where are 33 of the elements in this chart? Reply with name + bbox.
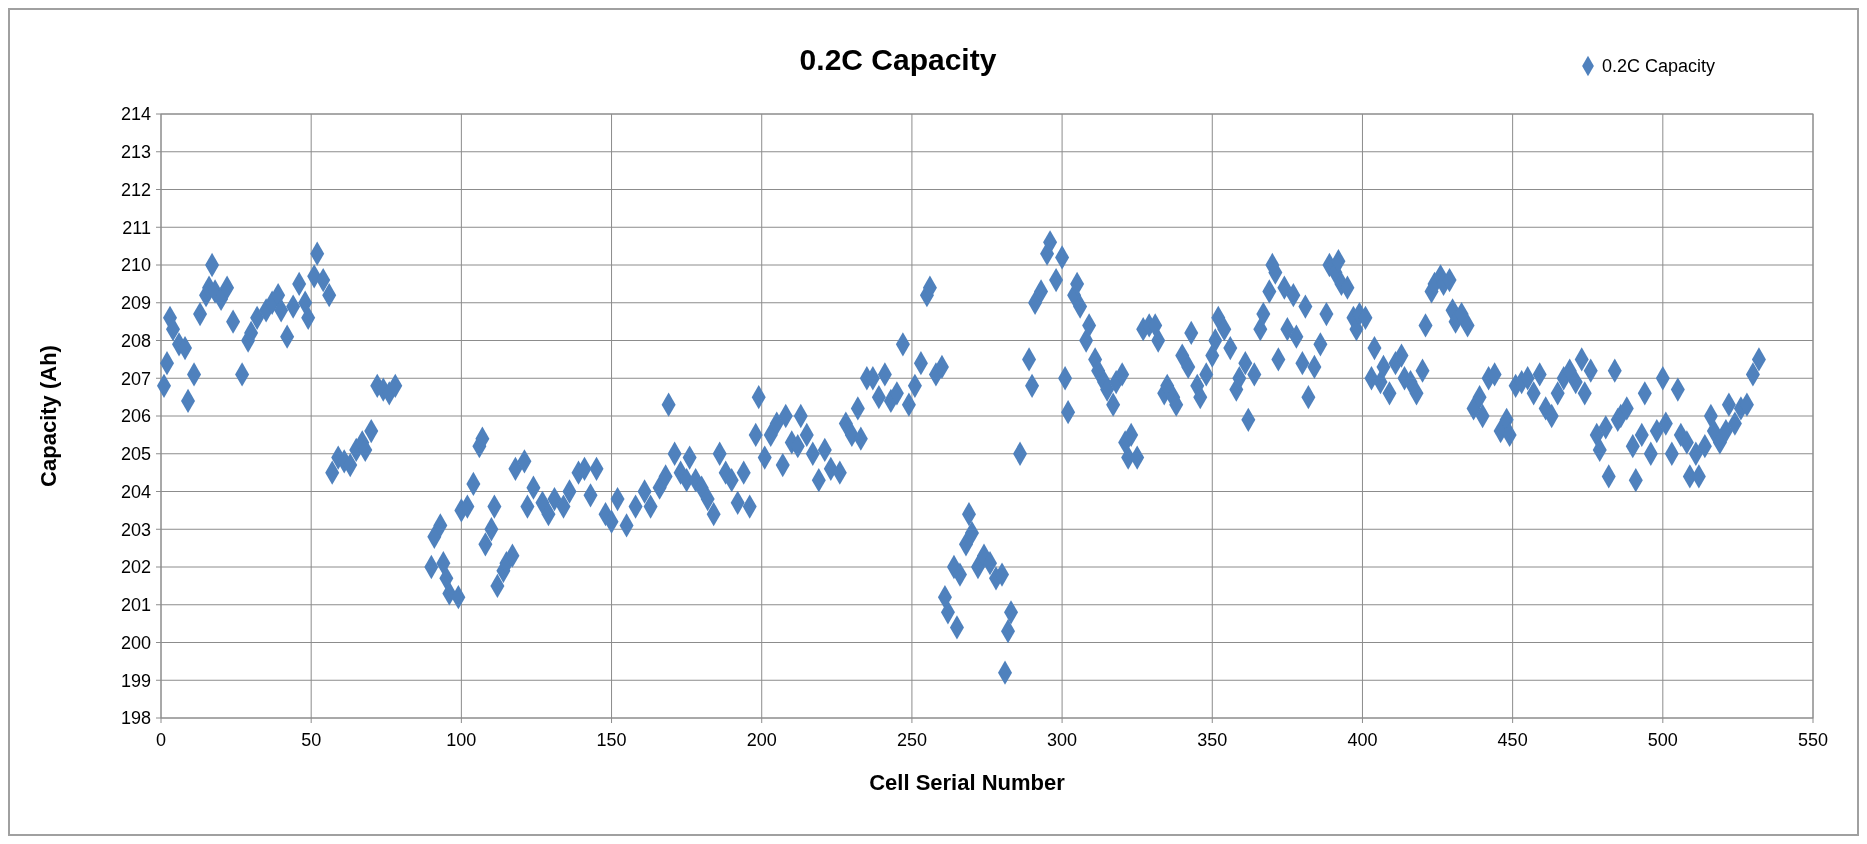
y-tick-label: 207	[120, 368, 151, 389]
y-tick-label: 210	[120, 255, 151, 276]
y-tick-label: 206	[120, 406, 151, 427]
y-tick-label: 204	[120, 481, 151, 502]
x-axis-title: Cell Serial Number	[869, 770, 1066, 795]
x-tick-label: 350	[1197, 730, 1228, 750]
x-tick-label: 500	[1647, 730, 1678, 750]
y-tick-label: 211	[122, 217, 151, 238]
x-tick-label: 250	[896, 730, 927, 750]
y-tick-label: 209	[120, 293, 151, 314]
x-tick-label: 300	[1047, 730, 1078, 750]
x-tick-label: 150	[596, 730, 627, 750]
x-tick-label: 50	[301, 730, 322, 750]
x-tick-label: 450	[1497, 730, 1528, 750]
y-tick-label: 213	[120, 142, 151, 163]
y-tick-label: 199	[120, 670, 151, 691]
y-tick-label: 198	[120, 708, 151, 729]
y-tick-label: 200	[120, 632, 151, 653]
x-tick-label: 200	[746, 730, 777, 750]
chart-title: 0.2C Capacity	[799, 43, 997, 76]
legend-label: 0.2C Capacity	[1602, 56, 1716, 77]
x-tick-label: 400	[1347, 730, 1378, 750]
y-tick-label: 205	[120, 444, 151, 465]
y-tick-label: 212	[120, 179, 151, 200]
y-tick-label: 201	[120, 595, 151, 616]
y-axis-title: Capacity (Ah)	[36, 345, 61, 487]
x-tick-label: 100	[446, 730, 477, 750]
x-tick-label: 0	[155, 730, 167, 750]
y-tick-label: 208	[120, 330, 151, 351]
y-tick-label: 202	[120, 557, 151, 578]
y-tick-label: 214	[120, 104, 151, 125]
x-tick-label: 550	[1797, 730, 1829, 750]
y-tick-label: 203	[120, 519, 151, 540]
